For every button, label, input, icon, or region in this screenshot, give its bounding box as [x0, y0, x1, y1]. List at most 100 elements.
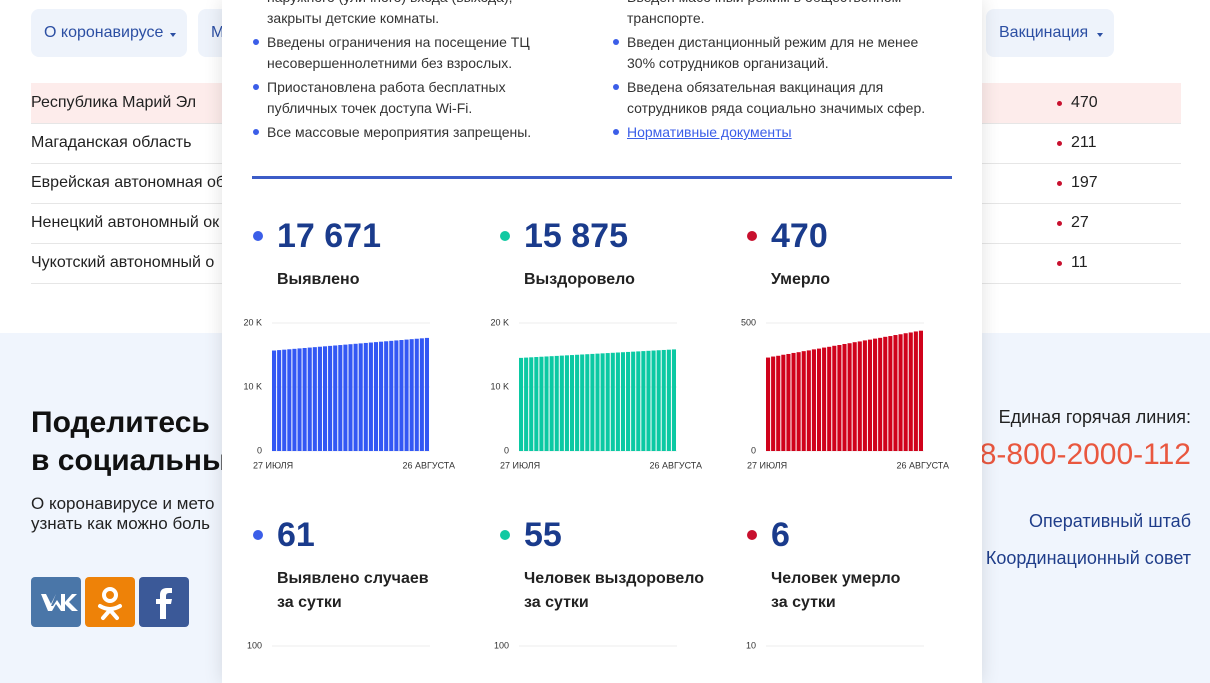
y-tick-label: 10 — [746, 640, 756, 650]
y-tick-label: 100 — [494, 640, 509, 650]
nav-button[interactable]: Вакцинация — [986, 9, 1114, 57]
bar — [806, 350, 811, 451]
region-value: 470 — [1071, 94, 1098, 111]
divider — [252, 176, 952, 179]
stat-number: 470 — [771, 217, 828, 255]
stat-label: Выявлено случаев — [277, 570, 429, 587]
bar — [549, 356, 554, 451]
stat-label: Выздоровело — [524, 271, 635, 288]
bar — [529, 357, 534, 451]
region-name: Чукотский автономный о — [31, 254, 215, 271]
social-icon — [98, 587, 122, 620]
stat-label: Человек выздоровело — [524, 570, 705, 587]
bar — [564, 355, 569, 451]
bar — [595, 353, 600, 451]
caret — [1097, 33, 1103, 37]
bar — [343, 344, 348, 451]
x-tick-label: 27 ИЮЛЯ — [747, 460, 787, 470]
measure-text: Все массовые мероприятия запрещены. — [267, 124, 532, 140]
bar — [847, 343, 852, 451]
region-dot — [1057, 181, 1062, 186]
bar — [791, 352, 796, 451]
y-tick-label: 0 — [504, 445, 509, 455]
stat-dot — [253, 231, 263, 241]
bar — [424, 337, 429, 451]
y-tick-label: 500 — [741, 317, 756, 327]
bar — [605, 353, 610, 451]
bar — [358, 343, 363, 451]
bar — [852, 342, 857, 451]
hotline-label: Единая горячая линия: — [998, 407, 1191, 427]
bar — [363, 342, 368, 451]
bar — [796, 352, 801, 451]
bar — [389, 340, 394, 451]
bar — [636, 351, 641, 451]
stat-dot — [253, 530, 263, 540]
social-ok[interactable] — [85, 577, 135, 627]
bar — [404, 339, 409, 451]
documents-link[interactable]: Нормативные документы — [627, 124, 792, 140]
bar — [893, 335, 898, 451]
bar — [908, 332, 913, 451]
y-tick-label: 10 K — [490, 381, 509, 391]
bar — [832, 345, 837, 451]
bar — [333, 345, 338, 451]
bar — [786, 353, 791, 451]
bar — [287, 349, 292, 451]
bar — [671, 349, 676, 451]
bar — [302, 347, 307, 451]
region-name: Еврейская автономная об — [31, 174, 225, 191]
y-tick-label: 20 K — [490, 317, 509, 327]
bar — [766, 357, 771, 451]
bar — [883, 336, 888, 451]
contact-link[interactable]: Координационный совет — [985, 548, 1191, 568]
bar — [544, 356, 549, 451]
bar — [539, 356, 544, 451]
bar — [559, 355, 564, 451]
bar — [554, 355, 559, 451]
stat-number: 6 — [771, 516, 790, 554]
nav-button[interactable]: О коронавирусе — [31, 9, 187, 57]
bar — [348, 344, 353, 451]
measure-text: публичных точек доступа Wi-Fi. — [267, 100, 473, 116]
measure-text: Введена обязательная вакцинация для — [627, 79, 884, 95]
bar — [384, 341, 389, 451]
share-title: в социальны — [31, 444, 228, 477]
measure-text: Приостановлена работа бесплатных — [267, 79, 506, 95]
y-tick-label: 100 — [247, 640, 262, 650]
stat-number: 55 — [524, 516, 562, 554]
x-tick-label: 26 АВГУСТА — [896, 460, 949, 470]
bar — [322, 346, 328, 451]
bar — [631, 351, 636, 451]
contact-link[interactable]: Оперативный штаб — [1029, 511, 1191, 531]
measure-text: Введен масочный режим в общественном — [627, 0, 901, 7]
measure-bullet — [253, 39, 259, 45]
region-name: Магаданская область — [31, 134, 192, 151]
measure-bullet — [253, 84, 259, 90]
bar — [379, 341, 384, 451]
region-dot — [1057, 261, 1062, 266]
hotline[interactable]: 8-800-2000-112 — [979, 438, 1191, 471]
region-value: 197 — [1071, 174, 1098, 191]
bar — [878, 337, 883, 451]
stat-label: за сутки — [277, 594, 342, 611]
caret — [170, 33, 176, 37]
measure-text: Введен дистанционный режим для не менее — [627, 34, 919, 50]
bar — [580, 354, 585, 451]
bar — [661, 349, 666, 451]
region-value: 27 — [1071, 214, 1089, 231]
bar — [842, 343, 847, 451]
bar — [524, 357, 529, 451]
bar — [353, 343, 358, 451]
bar — [414, 338, 419, 451]
bar — [307, 347, 312, 451]
bar — [781, 354, 786, 451]
bar — [419, 338, 424, 451]
measure-bullet — [613, 84, 619, 90]
bar — [666, 349, 671, 451]
social-fb[interactable] — [139, 577, 189, 627]
bar — [857, 341, 862, 451]
social-vk[interactable] — [31, 577, 81, 627]
share-title: Поделитесь — [31, 406, 210, 439]
